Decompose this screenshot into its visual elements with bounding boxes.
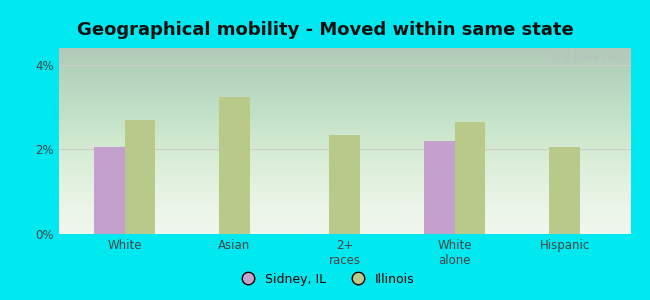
- Bar: [125, 120, 155, 234]
- Text: City-Data.com: City-Data.com: [551, 52, 625, 62]
- Bar: [329, 135, 360, 234]
- Bar: [454, 122, 486, 234]
- Text: Geographical mobility - Moved within same state: Geographical mobility - Moved within sam…: [77, 21, 573, 39]
- Bar: [549, 147, 580, 234]
- Legend: Sidney, IL, Illinois: Sidney, IL, Illinois: [230, 268, 420, 291]
- Bar: [219, 97, 250, 234]
- Bar: [94, 147, 125, 234]
- Bar: [424, 141, 454, 234]
